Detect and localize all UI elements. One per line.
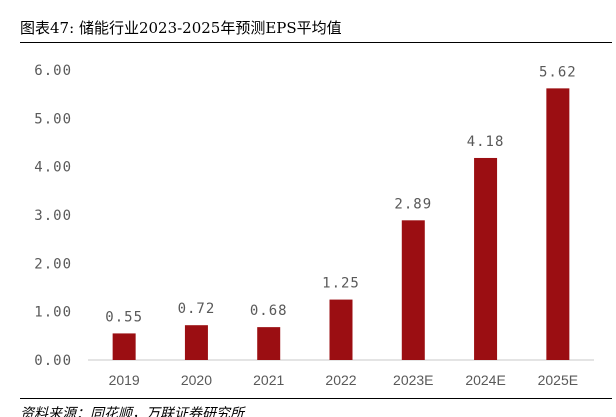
bar — [546, 88, 570, 360]
x-tick-label: 2025E — [538, 372, 578, 388]
bar — [401, 220, 425, 360]
data-labels: 0.55 0.72 0.68 1.25 2.89 4.18 5.62 — [105, 64, 577, 325]
figure-title: 储能行业2023-2025年预测EPS平均值 — [78, 19, 342, 37]
footer-rule — [20, 398, 612, 399]
y-axis-ticks: 0.00 1.00 2.00 3.00 4.00 5.00 6.00 — [34, 63, 72, 369]
y-tick-label: 1.00 — [34, 305, 72, 321]
figure-header: 图表47: 储能行业2023-2025年预测EPS平均值 — [20, 14, 612, 43]
x-axis-tick-labels: 2019 2020 2021 2022 2023E 2024E 2025E — [109, 372, 579, 388]
y-tick-label: 4.00 — [34, 160, 72, 176]
bar — [184, 325, 208, 360]
bars — [112, 88, 570, 360]
bar — [257, 327, 281, 360]
y-tick-label: 0.00 — [34, 353, 72, 369]
x-tick-label: 2022 — [325, 372, 356, 388]
y-tick-label: 3.00 — [34, 208, 72, 224]
x-tick-label: 2023E — [393, 372, 433, 388]
x-tick-label: 2024E — [465, 372, 505, 388]
figure-label: 图表47: — [20, 19, 75, 37]
data-label: 5.62 — [539, 64, 577, 80]
x-tick-label: 2021 — [253, 372, 284, 388]
data-label: 4.18 — [467, 134, 505, 150]
bar — [329, 299, 353, 360]
bar-chart: 0.00 1.00 2.00 3.00 4.00 5.00 6.00 0.55 0.72 0.6… — [34, 63, 594, 388]
source-note: 资料来源：同花顺，万联证券研究所 — [20, 406, 244, 417]
bar — [474, 157, 498, 360]
data-label: 0.68 — [250, 303, 288, 319]
x-tick-label: 2019 — [109, 372, 140, 388]
data-label: 1.25 — [322, 276, 360, 292]
data-label: 2.89 — [394, 196, 432, 212]
y-tick-label: 6.00 — [34, 63, 72, 79]
bar — [112, 333, 136, 360]
data-label: 0.55 — [105, 309, 143, 325]
data-label: 0.72 — [178, 301, 216, 317]
y-tick-label: 5.00 — [34, 111, 72, 127]
y-tick-label: 2.00 — [34, 256, 72, 272]
x-tick-label: 2020 — [181, 372, 212, 388]
